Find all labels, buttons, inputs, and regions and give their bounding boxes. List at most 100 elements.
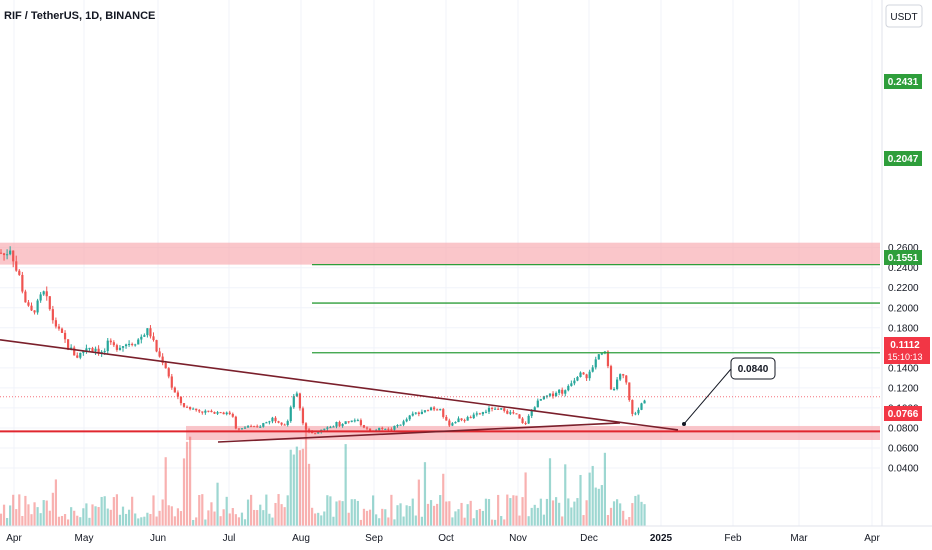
candle-body[interactable]	[402, 421, 405, 425]
candle-body[interactable]	[487, 407, 491, 412]
candle-body[interactable]	[393, 425, 396, 430]
candle-body[interactable]	[158, 351, 161, 357]
candle-body[interactable]	[189, 407, 192, 410]
candle-body[interactable]	[73, 347, 76, 356]
candle-body[interactable]	[390, 429, 393, 431]
candle-body[interactable]	[283, 424, 286, 426]
resistance-zone[interactable]	[0, 242, 880, 265]
candle-body[interactable]	[234, 416, 237, 429]
candle-body[interactable]	[466, 417, 469, 421]
candle-body[interactable]	[94, 348, 97, 352]
candle-body[interactable]	[192, 408, 195, 410]
candle-body[interactable]	[405, 419, 408, 422]
candle-body[interactable]	[414, 412, 417, 414]
candle-body[interactable]	[335, 421, 338, 427]
candle-body[interactable]	[573, 380, 576, 384]
candle-body[interactable]	[134, 344, 137, 346]
candle-body[interactable]	[512, 412, 515, 414]
trend-lines[interactable]	[0, 339, 679, 443]
candle-body[interactable]	[2, 253, 6, 256]
candle-body[interactable]	[515, 413, 518, 415]
candle-body[interactable]	[551, 393, 555, 397]
candle-body[interactable]	[439, 409, 442, 411]
candle-body[interactable]	[561, 389, 564, 394]
candle-body[interactable]	[579, 372, 582, 377]
candle-body[interactable]	[521, 418, 524, 424]
candle-body[interactable]	[268, 421, 271, 423]
candle-body[interactable]	[460, 418, 463, 421]
candle-body[interactable]	[67, 339, 70, 350]
candle-body[interactable]	[311, 431, 314, 434]
candle-body[interactable]	[359, 420, 362, 426]
candle-body[interactable]	[490, 407, 494, 409]
candle-body[interactable]	[588, 371, 591, 379]
candle-body[interactable]	[280, 422, 283, 425]
candle-body[interactable]	[179, 396, 183, 404]
candle-body[interactable]	[79, 352, 82, 358]
candle-body[interactable]	[567, 385, 570, 391]
candle-body[interactable]	[484, 411, 488, 413]
candle-body[interactable]	[256, 426, 259, 428]
candle-body[interactable]	[131, 343, 134, 345]
candle-body[interactable]	[274, 417, 277, 422]
candle-body[interactable]	[387, 428, 390, 430]
candle-body[interactable]	[118, 347, 122, 350]
candle-body[interactable]	[246, 426, 250, 428]
candle-body[interactable]	[643, 400, 646, 404]
candle-body[interactable]	[506, 410, 509, 414]
candle-body[interactable]	[463, 420, 466, 422]
candle-body[interactable]	[640, 403, 643, 410]
candle-body[interactable]	[30, 305, 33, 311]
candle-body[interactable]	[341, 424, 344, 426]
candle-body[interactable]	[585, 374, 588, 379]
candle-body[interactable]	[112, 342, 115, 346]
candle-body[interactable]	[24, 291, 27, 303]
candle-body[interactable]	[36, 300, 39, 313]
candle-body[interactable]	[292, 396, 295, 408]
candle-body[interactable]	[60, 328, 64, 333]
candle-body[interactable]	[225, 412, 228, 415]
candle-body[interactable]	[597, 354, 600, 360]
candlesticks[interactable]	[0, 246, 646, 435]
candle-body[interactable]	[115, 345, 118, 350]
candle-body[interactable]	[637, 409, 640, 414]
candle-body[interactable]	[164, 362, 167, 369]
candle-body[interactable]	[350, 420, 353, 422]
candle-body[interactable]	[426, 410, 430, 412]
candle-body[interactable]	[295, 393, 298, 397]
candle-body[interactable]	[417, 412, 420, 414]
candle-body[interactable]	[204, 410, 207, 413]
candle-body[interactable]	[124, 344, 128, 347]
candle-body[interactable]	[109, 340, 112, 343]
candle-body[interactable]	[222, 412, 225, 415]
candle-body[interactable]	[622, 374, 625, 376]
candle-body[interactable]	[609, 366, 613, 390]
candle-body[interactable]	[15, 261, 18, 271]
ascending-trendline[interactable]	[217, 422, 621, 443]
candle-body[interactable]	[146, 328, 149, 336]
candle-body[interactable]	[167, 368, 170, 377]
candle-body[interactable]	[555, 392, 558, 397]
candle-body[interactable]	[509, 412, 512, 414]
candle-body[interactable]	[237, 428, 240, 430]
candle-body[interactable]	[97, 348, 100, 354]
candle-body[interactable]	[317, 432, 320, 434]
candle-body[interactable]	[399, 424, 402, 426]
candle-body[interactable]	[155, 340, 158, 352]
candle-body[interactable]	[170, 376, 173, 388]
candle-body[interactable]	[564, 390, 567, 394]
candle-body[interactable]	[606, 351, 610, 367]
candle-body[interactable]	[445, 416, 448, 421]
candle-body[interactable]	[500, 408, 503, 410]
candle-body[interactable]	[442, 409, 445, 417]
candle-body[interactable]	[243, 427, 247, 429]
candle-body[interactable]	[182, 403, 186, 407]
candle-body[interactable]	[527, 415, 530, 424]
candle-body[interactable]	[396, 424, 399, 426]
candle-body[interactable]	[329, 427, 332, 429]
candle-body[interactable]	[631, 400, 634, 414]
candle-body[interactable]	[259, 426, 262, 428]
candle-body[interactable]	[451, 423, 454, 426]
candle-body[interactable]	[475, 413, 478, 415]
candle-body[interactable]	[558, 389, 561, 393]
